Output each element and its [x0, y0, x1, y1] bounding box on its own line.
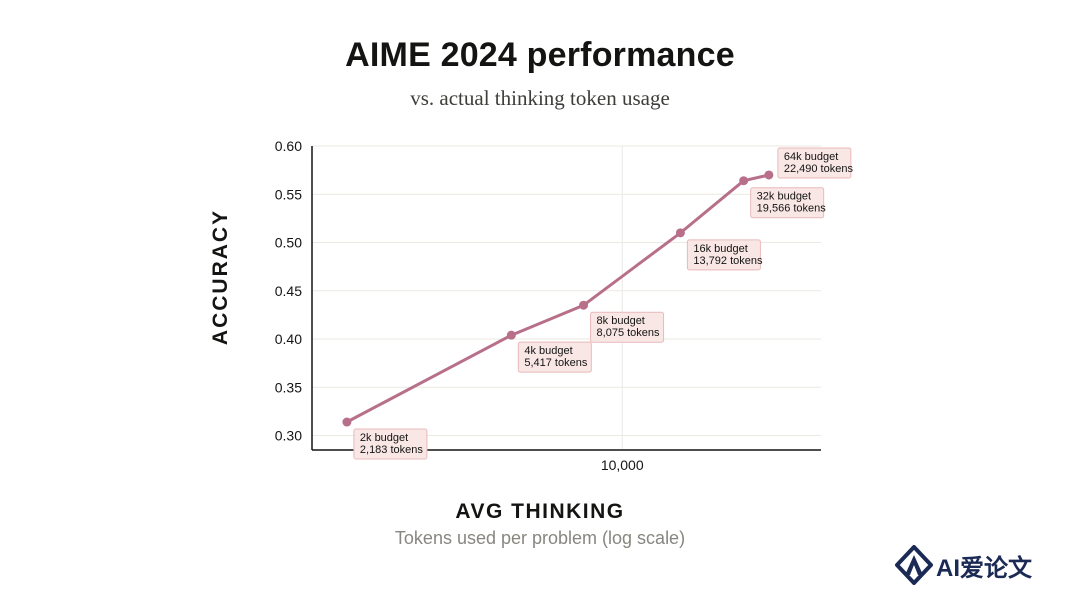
point-label-text: 4k budget [524, 345, 572, 357]
point-label-box [353, 428, 428, 460]
point-label-text: 22,490 tokens [784, 163, 854, 175]
y-tick-label: 0.60 [275, 138, 302, 154]
ai-logo-icon [895, 545, 933, 585]
point-label-box [590, 311, 665, 343]
point-label-text: 13,792 tokens [693, 255, 763, 267]
point-label-text: 8,075 tokens [597, 327, 660, 339]
data-point [764, 170, 774, 180]
data-point [506, 330, 516, 340]
point-label-text: 19,566 tokens [757, 203, 827, 215]
y-tick-label: 0.55 [275, 186, 302, 202]
y-tick-label: 0.50 [275, 235, 302, 251]
data-point [739, 176, 749, 186]
data-point [675, 228, 685, 238]
chart-subtitle: vs. actual thinking token usage [410, 86, 670, 110]
chart-title: AIME 2024 performance [345, 36, 735, 74]
series-line [345, 173, 771, 424]
point-label-text: 32k budget [757, 191, 811, 203]
point-label-text: 5,417 tokens [524, 357, 587, 369]
point-label-box [686, 239, 761, 271]
data-point [342, 417, 352, 427]
point-label-text: 2,183 tokens [360, 444, 423, 456]
point-label-box [777, 147, 852, 179]
point-label-text: 16k budget [693, 243, 747, 255]
point-label-text: 2k budget [360, 432, 408, 444]
x-axis-label: AVG THINKING [455, 500, 625, 523]
x-axis-sublabel: Tokens used per problem (log scale) [394, 528, 686, 548]
point-label-text: 8k budget [597, 315, 645, 327]
y-tick-label: 0.30 [275, 428, 302, 444]
point-label-text: 64k budget [784, 151, 838, 163]
data-point [579, 300, 589, 310]
y-tick-label: 0.35 [275, 379, 302, 395]
y-tick-label: 0.45 [275, 283, 302, 299]
y-tick-label: 0.40 [275, 331, 302, 347]
watermark-logo: AI爱论文 [894, 543, 1069, 587]
logo-text: AI爱论文 [936, 554, 1032, 582]
x-tick-label: 10,000 [601, 457, 644, 473]
point-label-box [750, 187, 825, 219]
point-label-box [517, 341, 592, 373]
